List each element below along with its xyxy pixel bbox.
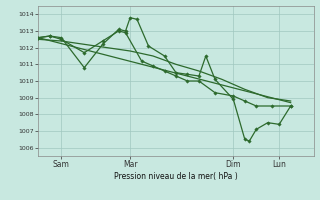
- X-axis label: Pression niveau de la mer( hPa ): Pression niveau de la mer( hPa ): [114, 172, 238, 181]
